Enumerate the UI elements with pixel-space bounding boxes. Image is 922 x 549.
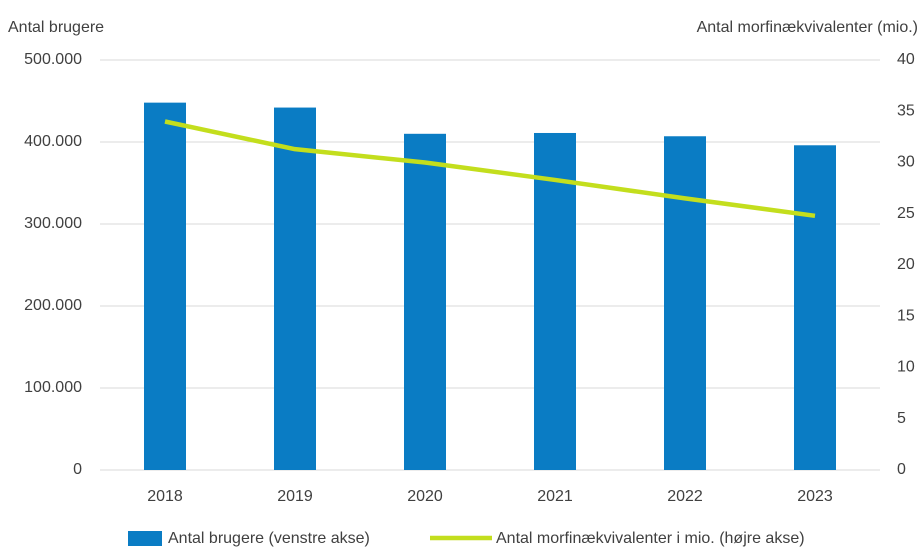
y2-tick-label: 40: [897, 51, 915, 68]
legend-label: Antal morfinækvivalenter i mio. (højre a…: [496, 530, 805, 547]
x-tick-label: 2020: [407, 488, 443, 505]
y-tick-label: 400.000: [24, 133, 82, 150]
x-tick-label: 2022: [667, 488, 703, 505]
bar: [404, 133, 446, 471]
y2-tick-label: 20: [897, 256, 915, 273]
y-tick-label: 100.000: [24, 379, 82, 396]
line: [164, 119, 816, 219]
bar: [664, 136, 706, 470]
bar: [534, 132, 576, 471]
bar: [274, 107, 316, 470]
bar: [144, 102, 186, 470]
y2-tick-label: 25: [897, 205, 915, 222]
y-axis-title: Antal brugere: [8, 19, 104, 36]
y2-tick-label: 15: [897, 307, 915, 324]
y2-tick-label: 0: [897, 461, 906, 478]
y-tick-label: 200.000: [24, 297, 82, 314]
x-tick-label: 2021: [537, 488, 573, 505]
y2-tick-label: 10: [897, 359, 915, 376]
y2-tick-label: 30: [897, 154, 915, 171]
x-tick-label: 2019: [277, 488, 313, 505]
y2-axis-title: Antal morfinækvivalenter (mio.): [697, 19, 918, 36]
legend-swatch: [128, 531, 162, 546]
bar: [794, 145, 836, 470]
y-tick-label: 0: [73, 461, 82, 478]
y2-tick-label: 35: [897, 102, 915, 119]
y-tick-label: 500.000: [24, 51, 82, 68]
y2-tick-label: 5: [897, 410, 906, 427]
x-tick-label: 2023: [797, 488, 833, 505]
x-tick-label: 2018: [147, 488, 183, 505]
y-tick-label: 300.000: [24, 215, 82, 232]
legend-label: Antal brugere (venstre akse): [168, 530, 370, 547]
